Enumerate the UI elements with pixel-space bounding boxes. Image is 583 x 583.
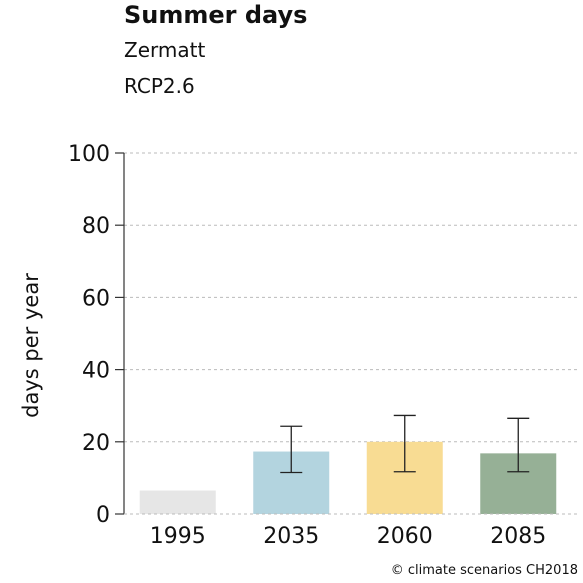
location-label: Zermatt: [124, 38, 206, 62]
y-axis-label: days per year: [19, 273, 43, 418]
x-tick-label-2035: 2035: [263, 524, 319, 549]
y-tick-label-100: 100: [68, 142, 110, 167]
y-tick-label-80: 80: [82, 214, 110, 239]
scenario-label: RCP2.6: [124, 74, 195, 98]
x-tick-label-2085: 2085: [490, 524, 546, 549]
y-tick-label-0: 0: [96, 503, 110, 528]
y-tick-label-20: 20: [82, 431, 110, 456]
bar-1995: [139, 490, 216, 514]
x-tick-label-2060: 2060: [377, 524, 433, 549]
y-tick-label-60: 60: [82, 286, 110, 311]
chart-title: Summer days: [124, 1, 308, 29]
y-tick-label-40: 40: [82, 359, 110, 384]
x-tick-label-1995: 1995: [150, 524, 206, 549]
credit-text: © climate scenarios CH2018: [390, 563, 578, 578]
